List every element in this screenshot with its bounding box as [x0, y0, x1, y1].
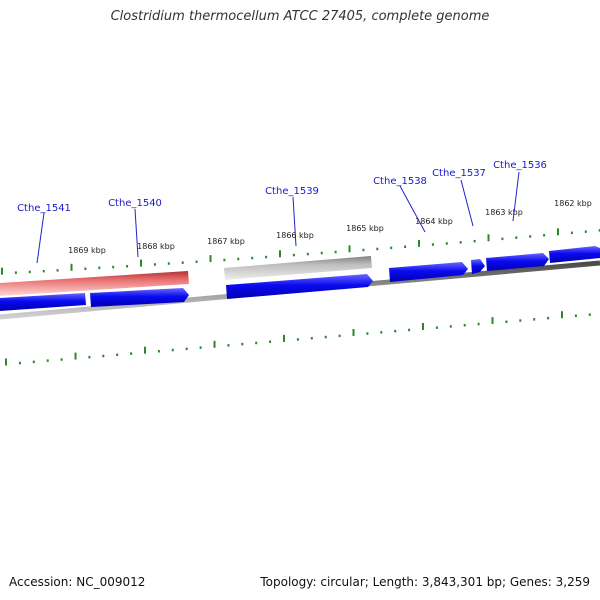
ruler-labels: 1862 kbp 1863 kbp 1864 kbp 1865 kbp 1866…	[68, 199, 592, 255]
cds-arrow[interactable]	[549, 246, 600, 263]
cds-arrow[interactable]	[486, 253, 549, 271]
ruler-label: 1865 kbp	[346, 224, 384, 233]
cds-track	[0, 246, 600, 311]
gene-label-cthe-1536[interactable]: Cthe_1536	[493, 160, 547, 171]
ruler-label: 1866 kbp	[276, 231, 314, 240]
gene-feature-track	[0, 256, 372, 296]
cds-arrow[interactable]	[0, 293, 86, 311]
gene-label-cthe-1538[interactable]: Cthe_1538	[373, 176, 427, 187]
leader-cthe-1538	[399, 185, 426, 233]
leader-cthe-1540	[134, 208, 139, 258]
cds-arrow[interactable]	[389, 262, 468, 282]
cds-arrow[interactable]	[471, 259, 485, 274]
cds-arrow[interactable]	[90, 288, 189, 307]
gene-label-cthe-1540[interactable]: Cthe_1540	[108, 198, 162, 209]
gene-bar-cthe-1539[interactable]	[224, 256, 372, 280]
gene-labels: Cthe_1536 Cthe_1537 Cthe_1538 Cthe_1539 …	[17, 160, 547, 214]
ruler-label: 1869 kbp	[68, 246, 106, 255]
genome-title: Clostridium thermocellum ATCC 27405, com…	[110, 9, 490, 24]
ruler-ticks	[1, 228, 600, 366]
leader-cthe-1537	[460, 179, 474, 227]
gene-label-cthe-1537[interactable]: Cthe_1537	[432, 168, 486, 179]
ruler-label: 1863 kbp	[485, 208, 523, 217]
gene-bar-cthe-1541[interactable]	[0, 271, 189, 296]
gene-label-leaders	[36, 171, 520, 264]
leader-cthe-1536	[512, 171, 520, 222]
gene-label-cthe-1541[interactable]: Cthe_1541	[17, 203, 71, 214]
leader-cthe-1539	[292, 196, 297, 247]
gene-label-cthe-1539[interactable]: Cthe_1539	[265, 186, 319, 197]
ruler-label: 1862 kbp	[554, 199, 592, 208]
ruler-label: 1867 kbp	[207, 237, 245, 246]
leader-cthe-1541	[36, 212, 45, 264]
ruler-label: 1868 kbp	[137, 242, 175, 251]
ruler-label: 1864 kbp	[415, 217, 453, 226]
accession-text: Accession: NC_009012	[9, 575, 146, 589]
genome-summary-text: Topology: circular; Length: 3,843,301 bp…	[260, 575, 590, 589]
cds-arrow[interactable]	[226, 274, 373, 299]
